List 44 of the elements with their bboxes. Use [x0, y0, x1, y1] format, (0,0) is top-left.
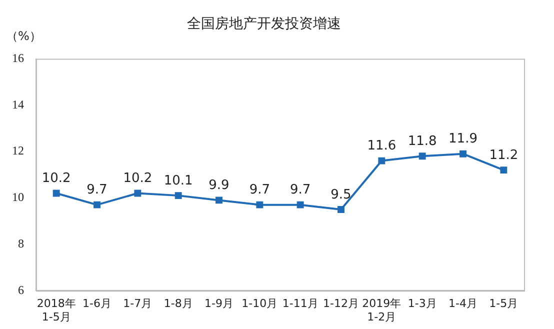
point	[378, 157, 386, 164]
x-tick-label: 1-9月	[204, 297, 234, 310]
data-label: 10.2	[42, 171, 71, 186]
data-label: 9.7	[249, 182, 270, 198]
y-tick-label: 16	[12, 50, 24, 65]
point	[338, 206, 344, 213]
x-tick-label: 1-7月	[123, 297, 152, 310]
x-tick-label: 1-12月	[323, 297, 359, 310]
x-tick-label: 1-6月	[82, 297, 112, 310]
point	[134, 190, 142, 197]
y-tick-label: 14	[12, 97, 24, 112]
data-label: 11.8	[408, 134, 437, 150]
data-label: 11.6	[367, 138, 396, 154]
y-tick-label: 10	[12, 190, 24, 204]
data-label: 9.5	[330, 187, 352, 202]
data-label: 9.9	[208, 178, 230, 194]
data-label: 10.2	[123, 171, 152, 186]
x-tick-label: 1-4月	[448, 297, 478, 310]
x-tick-label: 1-11月	[282, 297, 318, 310]
data-label: 11.2	[489, 148, 518, 163]
point	[500, 166, 508, 174]
x-tick-label: 2018年 1-5月	[36, 297, 76, 324]
x-tick-label: 1-8月	[164, 297, 193, 310]
data-label: 10.1	[164, 173, 193, 188]
point	[296, 201, 304, 208]
point	[174, 192, 182, 200]
point	[418, 152, 426, 160]
y-tick-label: 12	[12, 144, 24, 158]
x-tick-label: 1-3月	[408, 297, 437, 310]
x-tick-label: 1-10月	[242, 297, 278, 310]
x-tick-label: 2019年 1-2月	[362, 297, 402, 324]
data-label: 9.7	[290, 182, 311, 198]
y-tick-label: 6	[18, 282, 24, 297]
point	[256, 201, 264, 208]
point	[94, 201, 100, 208]
data-label: 11.9	[448, 132, 478, 147]
point	[52, 190, 60, 197]
chart-title: 全国房地产开发投资增速	[187, 16, 341, 32]
point	[460, 150, 466, 158]
x-tick-label: 1-5月	[489, 297, 518, 310]
data-label: 9.7	[86, 182, 108, 198]
y-axis-title: （%）	[6, 28, 42, 45]
point	[216, 196, 222, 204]
y-tick-label: 8	[18, 236, 24, 250]
